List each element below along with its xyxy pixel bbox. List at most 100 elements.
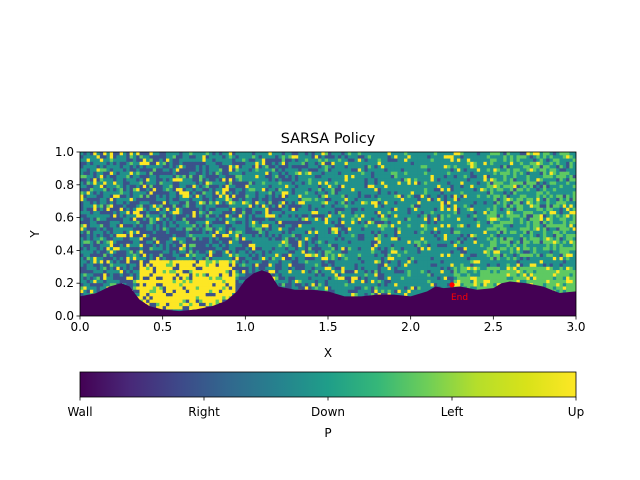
heatmap-cell [513,237,517,241]
heatmap-cell [251,230,256,235]
heatmap-cell [483,224,488,228]
heatmap-cell [261,197,266,202]
heatmap-cell [113,214,117,218]
heatmap-cell [298,211,302,215]
heatmap-cell [417,155,421,159]
heatmap-cell [225,237,230,241]
heatmap-cell [149,234,154,238]
heatmap-cell [351,152,355,156]
heatmap-cell [159,207,164,212]
heatmap-cell [268,250,273,255]
heatmap-cell [116,204,121,209]
heatmap-cell [377,204,382,209]
heatmap-cell [433,234,438,238]
heatmap-cell [463,204,468,209]
heatmap-cell [404,174,408,179]
heatmap-cell [308,211,312,215]
heatmap-cell [182,194,187,199]
heatmap-cell [367,181,372,186]
heatmap-cell [205,256,210,261]
heatmap-cell [172,224,177,228]
heatmap-cell [278,220,283,225]
heatmap-cell [89,256,94,261]
heatmap-cell [423,188,428,192]
heatmap-cell [341,158,345,163]
heatmap-cell [562,191,567,196]
heatmap-cell [294,253,299,258]
heatmap-cell [367,217,372,222]
heatmap-cell [222,214,226,218]
heatmap-cell [248,256,253,261]
heatmap-cell [552,194,557,199]
heatmap-cell [314,204,319,209]
heatmap-cell [314,161,319,166]
heatmap-cell [278,230,283,235]
heatmap-cell [89,184,94,189]
heatmap-cell [208,161,213,166]
heatmap-cell [265,234,269,238]
heatmap-cell [470,191,474,196]
heatmap-cell [103,165,107,169]
heatmap-cell [503,158,507,163]
heatmap-cell [195,227,200,232]
heatmap-cell [443,152,448,156]
heatmap-cell [251,224,256,228]
heatmap-cell [456,214,461,218]
heatmap-cell [152,227,157,232]
heatmap-cell [318,247,322,251]
heatmap-cell [407,191,412,196]
heatmap-cell [370,174,375,179]
heatmap-cell [301,234,306,238]
heatmap-cell [470,181,474,186]
heatmap-cell [208,220,213,225]
heatmap-cell [523,158,527,163]
heatmap-cell [328,165,332,169]
heatmap-cell [245,237,250,241]
heatmap-cell [172,240,177,245]
heatmap-cell [182,237,187,241]
heatmap-cell [212,178,216,182]
heatmap-cell [192,256,197,261]
heatmap-cell [364,217,369,222]
heatmap-cell [473,194,478,199]
heatmap-cell [407,165,412,169]
heatmap-cell [258,191,263,196]
heatmap-cell [344,201,349,205]
heatmap-cell [169,171,173,176]
heatmap-cell [116,158,121,163]
heatmap-cell [417,158,421,163]
heatmap-cell [275,155,279,159]
heatmap-cell [337,171,342,176]
heatmap-cell [427,227,431,232]
heatmap-cell [285,211,289,215]
heatmap-cell [556,220,560,225]
heatmap-cell [354,158,359,163]
heatmap-cell [447,253,451,258]
heatmap-cell [410,197,415,202]
heatmap-cell [308,152,312,156]
heatmap-cell [265,155,269,159]
heatmap-cell [238,207,243,212]
heatmap-cell [89,240,94,245]
heatmap-cell [390,171,395,176]
heatmap-cell [334,155,339,159]
heatmap-cell [304,155,309,159]
heatmap-cell [486,191,491,196]
heatmap-cell [149,211,154,215]
heatmap-cell [404,155,408,159]
heatmap-cell [132,184,137,189]
heatmap-cell [354,247,359,251]
heatmap-cell [149,243,154,248]
heatmap-cell [152,168,157,173]
heatmap-cell [165,243,170,248]
heatmap-cell [185,188,190,192]
heatmap-cell [536,214,541,218]
heatmap-cell [136,224,140,228]
heatmap-cell [493,237,498,241]
heatmap-cell [569,230,574,235]
heatmap-cell [156,184,160,189]
heatmap-cell [311,256,316,261]
heatmap-cell [407,234,412,238]
heatmap-cell [291,184,296,189]
heatmap-cell [285,234,289,238]
